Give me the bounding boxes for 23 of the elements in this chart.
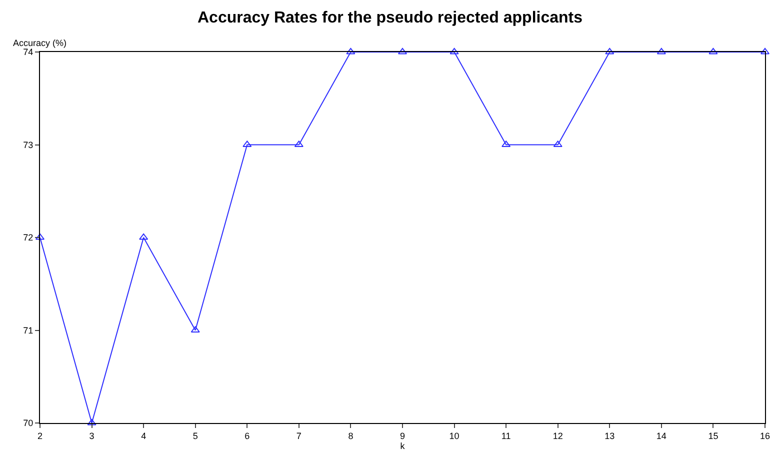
y-tick-label: 74 [23,47,34,58]
x-tick-label: 9 [400,430,406,441]
x-tick-label: 6 [244,430,250,441]
x-tick-label: 13 [604,430,615,441]
x-tick-label: 14 [656,430,666,441]
y-axis-title: Accuracy (%) [13,38,67,48]
x-tick-label: 8 [348,430,354,441]
x-tick-label: 4 [141,430,146,441]
x-tick-label: 15 [708,430,718,441]
x-axis-title: k [400,440,406,451]
x-tick-label: 3 [89,430,94,441]
y-tick-label: 70 [23,418,34,428]
x-tick-label: 2 [37,430,43,441]
x-tick-label: 5 [192,430,198,441]
y-tick-label: 72 [23,232,34,243]
x-tick-label: 11 [501,430,511,441]
chart-title: Accuracy Rates for the pseudo rejected applicants [197,10,583,27]
y-tick-label: 71 [23,325,34,336]
y-tick-label: 73 [23,140,34,150]
x-tick-label: 16 [760,430,770,441]
x-tick-label: 7 [296,430,302,441]
x-tick-label: 12 [552,430,563,441]
x-tick-label: 10 [449,430,460,441]
